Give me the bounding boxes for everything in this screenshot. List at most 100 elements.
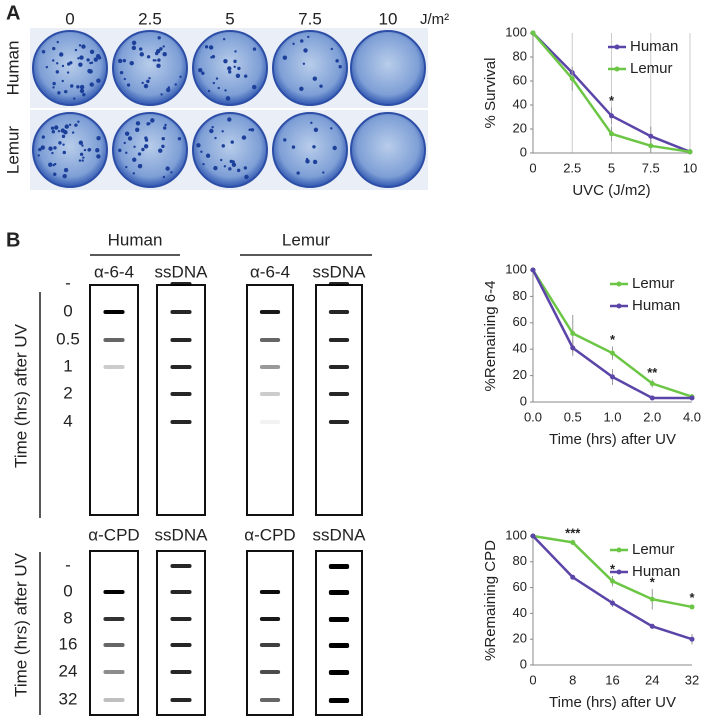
colony	[177, 136, 182, 141]
colony	[79, 55, 84, 60]
colony	[129, 60, 134, 66]
colony	[198, 68, 203, 73]
point	[687, 149, 693, 155]
blot-frame	[156, 284, 206, 516]
y-tick-label: 20	[513, 120, 527, 135]
point	[689, 395, 695, 401]
plate	[192, 112, 268, 188]
colony	[244, 174, 249, 180]
colony	[53, 172, 57, 176]
colony	[150, 118, 155, 123]
colony	[131, 40, 137, 46]
colony	[231, 160, 235, 164]
point	[649, 395, 655, 401]
colony	[312, 145, 316, 149]
colony	[201, 71, 205, 75]
colony	[161, 144, 165, 149]
colony	[196, 143, 201, 148]
blot-band	[103, 365, 125, 369]
point	[570, 539, 576, 545]
colony	[143, 144, 149, 149]
blot-band	[259, 643, 281, 647]
colony	[209, 128, 214, 134]
colony	[302, 62, 306, 65]
blot-frame	[246, 284, 294, 516]
legend-swatch	[614, 66, 620, 72]
blot-band	[259, 590, 281, 594]
colony	[61, 64, 65, 68]
y-axis-title: %Remaining CPD	[482, 540, 499, 661]
colony	[79, 88, 85, 94]
row-label: 0.5	[56, 329, 80, 348]
colony	[144, 136, 148, 140]
y-tick-label: 40	[513, 605, 527, 620]
colony	[312, 159, 318, 165]
colony	[165, 87, 171, 93]
colony	[70, 84, 74, 88]
annotation: *	[689, 590, 695, 605]
y-tick-label: 0	[520, 393, 527, 408]
colony	[89, 82, 94, 87]
y-tick-label: 20	[513, 367, 527, 382]
colony	[81, 159, 84, 162]
row-label: 2	[63, 383, 72, 402]
colony	[71, 131, 75, 134]
colony	[48, 146, 53, 151]
colony	[78, 44, 82, 47]
blot-band	[103, 643, 125, 647]
colony	[208, 45, 214, 50]
colony	[52, 46, 56, 51]
colony	[202, 163, 205, 166]
colony	[222, 37, 226, 41]
colony	[126, 83, 131, 87]
blot-band	[328, 643, 350, 648]
blot-band	[328, 564, 350, 569]
legend-swatch	[616, 281, 622, 287]
colony	[305, 159, 310, 164]
colony	[83, 148, 87, 152]
colony	[74, 123, 78, 127]
colony	[300, 39, 304, 43]
x-axis-title: Time (hrs) after UV	[549, 694, 676, 711]
blot-band	[328, 698, 350, 703]
colony	[79, 152, 84, 156]
colony	[224, 89, 227, 92]
colony	[233, 59, 237, 64]
colony	[54, 125, 59, 130]
blot-band	[328, 338, 350, 342]
colony	[163, 126, 167, 130]
colony	[156, 63, 161, 68]
colony	[162, 45, 165, 48]
blot-band	[170, 564, 192, 568]
colony	[64, 124, 69, 129]
colony	[50, 126, 55, 130]
colony	[313, 127, 319, 133]
x-tick-label: 8	[569, 672, 576, 687]
colony	[87, 147, 92, 152]
point	[610, 578, 615, 584]
colony	[231, 162, 237, 167]
colony	[82, 156, 85, 159]
colony	[164, 123, 167, 127]
point	[609, 113, 614, 119]
y-tick-label: 100	[505, 24, 527, 39]
colony	[77, 57, 80, 60]
colony	[61, 134, 66, 139]
colony	[123, 141, 126, 145]
colony	[211, 125, 214, 129]
legend-swatch	[616, 547, 622, 553]
x-axis-title: Time (hrs) after UV	[549, 431, 676, 448]
annotation: *	[609, 93, 615, 108]
colony	[170, 171, 173, 174]
plate	[350, 112, 426, 188]
colony	[119, 70, 124, 75]
colony	[51, 151, 54, 155]
blot-band	[259, 338, 281, 342]
colony	[38, 147, 42, 152]
row-label: Lemur	[3, 126, 22, 175]
blot-band	[328, 590, 350, 595]
blot-band	[103, 590, 125, 594]
colony	[51, 130, 56, 134]
colony	[62, 173, 67, 179]
blot-frame	[156, 550, 206, 716]
